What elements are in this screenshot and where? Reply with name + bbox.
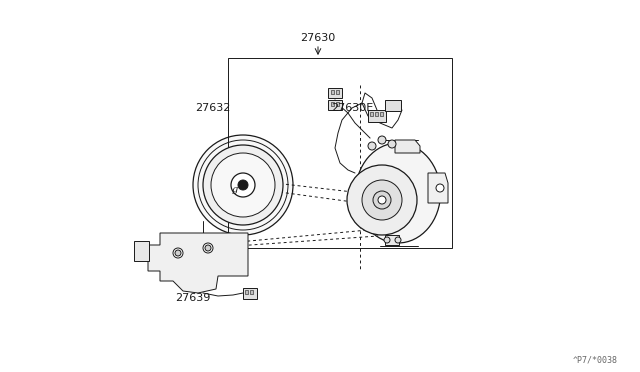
Circle shape: [395, 237, 401, 243]
Circle shape: [384, 237, 390, 243]
Bar: [375, 112, 378, 116]
Bar: [245, 290, 248, 294]
Bar: [368, 110, 386, 122]
Bar: [331, 90, 334, 94]
Polygon shape: [395, 140, 420, 153]
Bar: [328, 100, 342, 110]
Bar: [380, 112, 383, 116]
Circle shape: [193, 135, 293, 235]
Polygon shape: [148, 233, 248, 293]
Text: g: g: [232, 185, 238, 193]
Circle shape: [362, 180, 402, 220]
Circle shape: [436, 184, 444, 192]
Bar: [336, 102, 339, 106]
Circle shape: [378, 136, 386, 144]
Bar: [134, 241, 149, 261]
Bar: [385, 100, 401, 111]
Circle shape: [205, 245, 211, 251]
Circle shape: [388, 140, 396, 148]
Bar: [331, 102, 334, 106]
Bar: [250, 290, 253, 294]
Polygon shape: [428, 173, 448, 203]
Circle shape: [238, 180, 248, 190]
Bar: [228, 58, 452, 248]
Circle shape: [211, 153, 275, 217]
Ellipse shape: [355, 143, 440, 243]
Circle shape: [173, 248, 183, 258]
Circle shape: [347, 165, 417, 235]
Bar: [336, 90, 339, 94]
Text: 27630: 27630: [300, 33, 335, 43]
Circle shape: [378, 196, 386, 204]
Text: ^P7/*0038: ^P7/*0038: [573, 356, 618, 365]
Circle shape: [231, 173, 255, 197]
Bar: [385, 235, 399, 245]
Circle shape: [203, 243, 213, 253]
Text: 27639: 27639: [175, 293, 211, 303]
Circle shape: [373, 191, 391, 209]
Bar: [370, 112, 373, 116]
Circle shape: [368, 142, 376, 150]
Text: 27632: 27632: [195, 103, 230, 113]
Bar: [328, 88, 342, 98]
Bar: [243, 288, 257, 299]
Text: 27630E: 27630E: [331, 103, 373, 113]
Circle shape: [175, 250, 181, 256]
Circle shape: [203, 145, 283, 225]
